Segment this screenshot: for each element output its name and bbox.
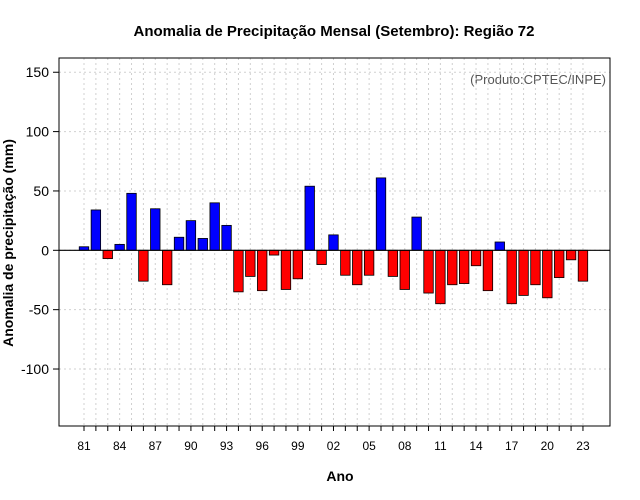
bar-2007 [387, 249, 399, 277]
bar-2003 [340, 249, 351, 276]
y-tick-label: 0 [41, 242, 49, 258]
bar-1997 [268, 249, 280, 256]
y-tick-label: 150 [26, 64, 50, 80]
bar-1984 [114, 243, 125, 251]
x-tick-label: 96 [256, 439, 270, 453]
bar-2015 [482, 249, 494, 292]
bar-1992 [209, 202, 220, 251]
bar-2006 [375, 177, 387, 251]
bar-1996 [257, 249, 268, 292]
bar-2010 [423, 249, 434, 294]
bar-1995 [245, 249, 256, 277]
y-tick-label: -100 [21, 361, 49, 377]
x-tick-label: 14 [469, 439, 483, 453]
x-tick-label: 20 [541, 439, 555, 453]
x-tick-label: 81 [77, 439, 91, 453]
x-tick-label: 05 [362, 439, 376, 453]
bar-1991 [197, 238, 208, 251]
plot-frame [58, 57, 611, 427]
bar-1982 [90, 209, 102, 251]
x-tick-label: 90 [184, 439, 198, 453]
x-tick-label: 17 [505, 439, 519, 453]
y-axis-label: Anomalia de precipitação (mm) [0, 139, 16, 347]
bar-2022 [565, 249, 577, 261]
bar-2014 [470, 249, 482, 267]
bar-1998 [280, 249, 292, 290]
bar-2002 [328, 234, 339, 251]
bar-1994 [233, 249, 244, 293]
bar-2000 [304, 185, 315, 251]
y-axis: -100 -50 0 50 100 150 [21, 64, 59, 377]
bars [78, 177, 589, 305]
grid-lines [59, 58, 610, 426]
chart-title: Anomalia de Precipitação Mensal (Setembr… [134, 23, 535, 40]
x-tick-label: 08 [398, 439, 412, 453]
x-axis-label: Ano [326, 468, 353, 484]
bar-2011 [435, 249, 446, 305]
bar-2009 [411, 216, 422, 251]
bar-2018 [518, 249, 529, 296]
bar-2005 [363, 249, 375, 276]
bar-1987 [150, 208, 161, 251]
y-tick-label: -50 [29, 302, 49, 318]
bar-1999 [292, 249, 303, 280]
bar-2023 [577, 249, 589, 282]
x-tick-label: 87 [149, 439, 163, 453]
x-tick-label: 84 [113, 439, 127, 453]
bar-2020 [542, 249, 553, 299]
bar-1985 [126, 192, 137, 251]
x-tick-label: 93 [220, 439, 234, 453]
x-tick-label: 23 [576, 439, 590, 453]
x-tick-label: 11 [434, 439, 447, 453]
bar-2019 [530, 249, 541, 286]
credit-text: (Produto:CPTEC/INPE) [470, 72, 606, 87]
y-tick-label: 100 [26, 124, 50, 140]
bar-2021 [554, 249, 565, 279]
bar-1986 [138, 249, 149, 282]
bar-2013 [459, 249, 470, 284]
bar-1988 [162, 249, 173, 286]
x-tick-label: 02 [327, 439, 341, 453]
bar-2001 [316, 249, 327, 265]
bar-2008 [399, 249, 410, 290]
bar-1993 [221, 224, 232, 251]
bar-2012 [447, 249, 458, 286]
bar-1983 [102, 249, 113, 260]
y-tick-label: 50 [33, 183, 49, 199]
bar-1990 [185, 220, 197, 251]
x-axis: 81 84 87 90 93 96 99 02 05 08 11 14 17 20 23 [77, 426, 590, 453]
bar-2017 [506, 249, 517, 305]
bar-2016 [494, 241, 505, 251]
x-tick-label: 99 [291, 439, 305, 453]
bar-1989 [173, 236, 185, 251]
bar-2004 [352, 249, 363, 286]
